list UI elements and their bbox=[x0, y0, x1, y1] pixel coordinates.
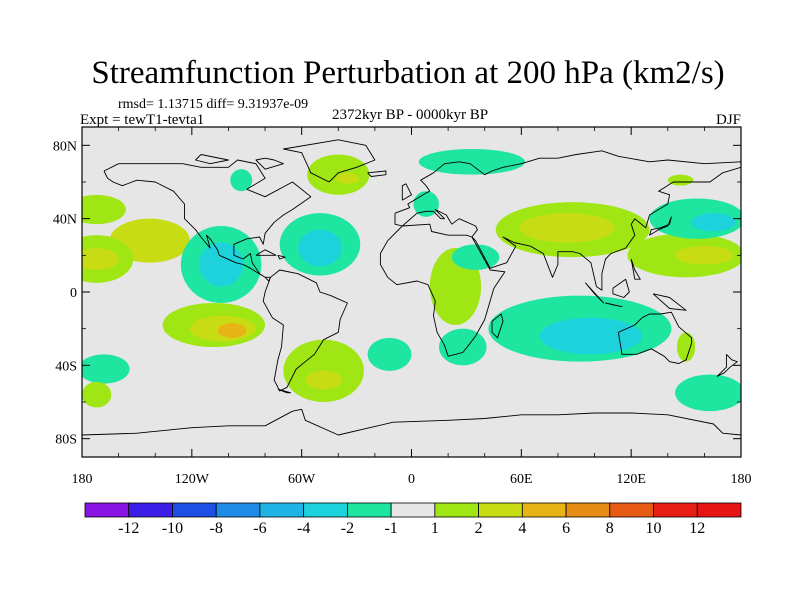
anomaly-contour-17 bbox=[305, 370, 342, 390]
coastline-19 bbox=[277, 254, 286, 260]
anomaly-contour-13 bbox=[336, 172, 359, 184]
coastline-6 bbox=[82, 408, 741, 436]
anomaly-contour-33 bbox=[676, 332, 696, 362]
anomaly-contour-22 bbox=[451, 244, 500, 270]
colorbar-label-9: 4 bbox=[518, 520, 526, 537]
anomaly-contour-2 bbox=[82, 248, 119, 270]
colorbar-swatch-3 bbox=[215, 502, 261, 518]
colorbar-label-11: 8 bbox=[606, 520, 614, 537]
x-axis: 180 120W 60W 0 60E 120E 180 bbox=[72, 127, 752, 487]
colorbar-label-10: 6 bbox=[562, 520, 570, 537]
colorbar-label-7: 1 bbox=[431, 520, 439, 537]
coastline-11 bbox=[585, 282, 605, 304]
anomaly-contour-18 bbox=[367, 337, 412, 371]
colorbar-swatch-11 bbox=[565, 502, 611, 518]
colorbar-label-4: -4 bbox=[297, 520, 310, 537]
anomaly-contour-12 bbox=[307, 154, 370, 195]
anomaly-contour-20 bbox=[413, 191, 439, 217]
coastline-9 bbox=[491, 313, 504, 339]
colorbar-label-3: -6 bbox=[253, 520, 266, 537]
anomaly-contour-10 bbox=[82, 381, 112, 408]
colorbar-label-13: 12 bbox=[689, 520, 705, 537]
colorbar-label-8: 2 bbox=[475, 520, 483, 537]
coastline-7 bbox=[401, 183, 412, 201]
experiment-label: Expt = tewT1-tevta1 bbox=[80, 112, 204, 128]
anomaly-contour-34 bbox=[675, 374, 741, 412]
coastline-2 bbox=[282, 139, 376, 183]
anomaly-contour-8 bbox=[217, 323, 247, 338]
coastline-21 bbox=[195, 154, 229, 165]
y-tick-label-1: 40N bbox=[53, 213, 77, 228]
colorbar-label-2: -8 bbox=[210, 520, 223, 537]
coastline-20 bbox=[255, 157, 284, 170]
anomaly-contour-3 bbox=[82, 194, 126, 225]
anomaly-contour-9 bbox=[82, 354, 130, 384]
coastline-15 bbox=[630, 258, 641, 280]
anomaly-contour-27 bbox=[675, 246, 734, 265]
chart-title: Streamfunction Perturbation at 200 hPa (… bbox=[91, 55, 724, 91]
colorbar-swatch-4 bbox=[259, 502, 305, 518]
anomaly-contour-29 bbox=[691, 213, 736, 232]
coastline-10 bbox=[716, 353, 738, 377]
season-label: DJF bbox=[716, 112, 741, 128]
anomaly-contour-11 bbox=[230, 169, 253, 192]
y-tick-label-2: 0 bbox=[70, 286, 77, 301]
anomaly-contour-30 bbox=[667, 174, 694, 186]
x-tick-label-5: 120E bbox=[616, 472, 646, 487]
coastline-1 bbox=[262, 269, 348, 392]
colorbar-swatch-2 bbox=[172, 502, 217, 518]
coastline-18 bbox=[255, 249, 277, 256]
coastline-16 bbox=[277, 388, 292, 394]
colorbar-label-6: -1 bbox=[384, 520, 397, 537]
anomaly-contour-5 bbox=[199, 242, 244, 287]
coastline-13 bbox=[612, 278, 630, 298]
colorbar: -12 -10 -8 -6 -4 -2 -1 1 2 4 6 8 10 12 bbox=[84, 502, 742, 537]
plot-background bbox=[82, 127, 741, 457]
y-axis: 80N 40N 0 40S 80S bbox=[53, 139, 741, 448]
colorbar-swatch-12 bbox=[609, 502, 654, 518]
coastline-17 bbox=[367, 170, 387, 177]
colorbar-label-12: 10 bbox=[646, 520, 662, 537]
map-plot-area: 180 120W 60W 0 60E 120E 180 80N 40N 0 40S 80S bbox=[53, 126, 752, 487]
x-tick-label-6: 180 bbox=[731, 472, 752, 487]
x-tick-label-0: 180 bbox=[72, 472, 93, 487]
colorbar-label-5: -2 bbox=[341, 520, 354, 537]
anomaly-contour-15 bbox=[298, 229, 342, 267]
colorbar-swatch-10 bbox=[521, 502, 567, 518]
coastline-4 bbox=[394, 150, 741, 291]
anomaly-contour-32 bbox=[539, 317, 643, 355]
colorbar-label-0: -12 bbox=[118, 520, 139, 537]
coastline-0 bbox=[103, 159, 312, 282]
coastline-5 bbox=[617, 311, 693, 364]
colorbar-swatch-14 bbox=[696, 502, 742, 518]
x-tick-label-1: 120W bbox=[175, 472, 210, 487]
anomaly-contour-25 bbox=[519, 213, 615, 243]
y-tick-label-0: 80N bbox=[53, 139, 77, 154]
coastline-12 bbox=[605, 302, 623, 308]
anomaly-contour-19 bbox=[418, 149, 525, 175]
x-tick-label-2: 60W bbox=[288, 472, 316, 487]
colorbar-swatch-0 bbox=[84, 502, 130, 518]
colorbar-swatch-5 bbox=[303, 502, 348, 518]
coastline-layer bbox=[82, 139, 741, 436]
colorbar-swatch-1 bbox=[128, 502, 173, 518]
x-tick-label-4: 60E bbox=[510, 472, 533, 487]
stats-label: rmsd= 1.13715 diff= 9.31937e-09 bbox=[118, 97, 308, 112]
x-tick-label-3: 0 bbox=[408, 472, 415, 487]
y-tick-label-4: 80S bbox=[55, 433, 77, 448]
anomaly-fill-layer bbox=[82, 149, 741, 412]
colorbar-swatch-8 bbox=[434, 502, 480, 518]
colorbar-swatch-9 bbox=[478, 502, 523, 518]
colorbar-label-1: -10 bbox=[162, 520, 183, 537]
coastline-8 bbox=[649, 216, 672, 236]
anomaly-contour-23 bbox=[438, 328, 487, 366]
period-label: 2372kyr BP - 0000kyr BP bbox=[332, 107, 488, 123]
coastline-14 bbox=[652, 293, 687, 311]
colorbar-swatch-6 bbox=[346, 502, 392, 518]
coastline-3 bbox=[379, 223, 506, 357]
colorbar-swatch-13 bbox=[653, 502, 698, 518]
colorbar-swatch-7 bbox=[390, 502, 436, 518]
y-tick-label-3: 40S bbox=[55, 359, 77, 374]
